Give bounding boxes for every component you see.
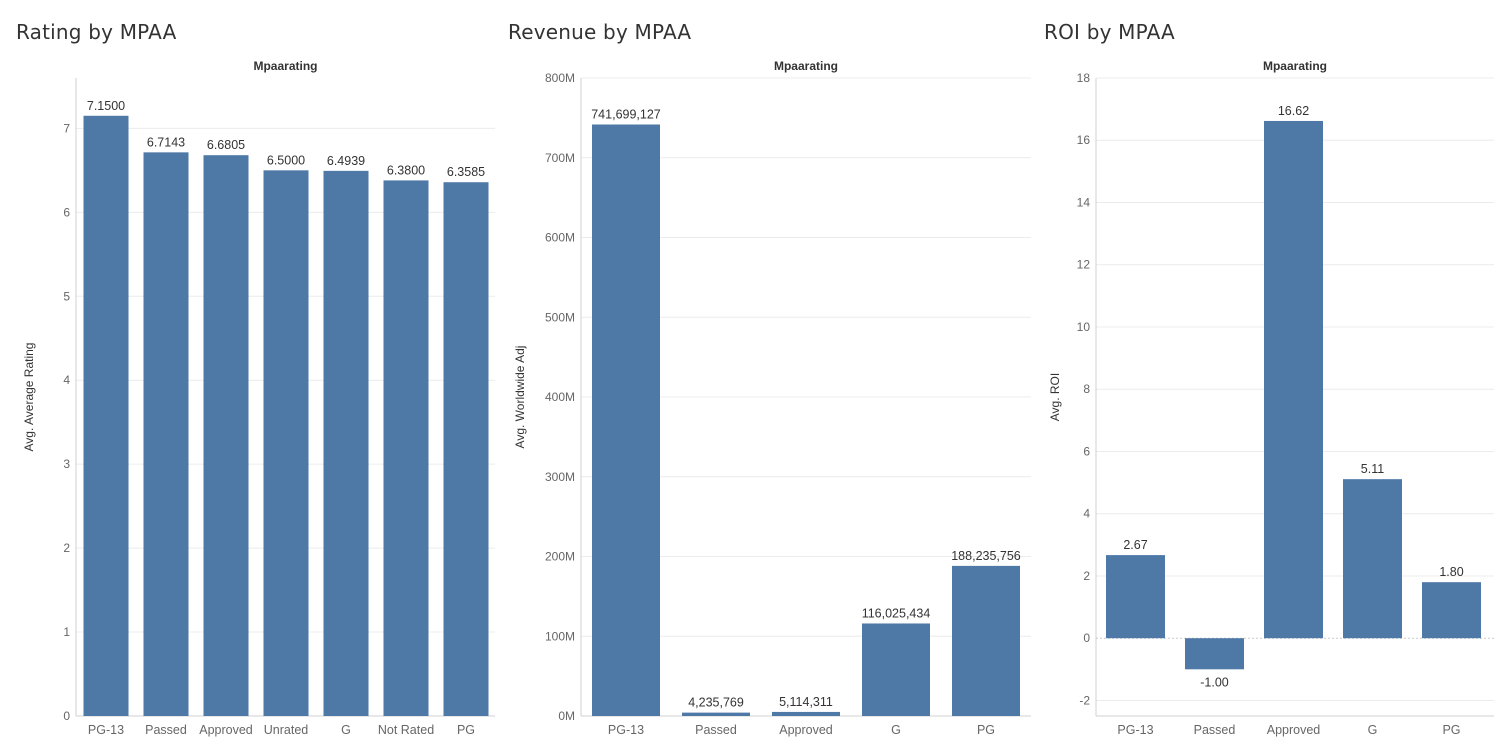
y-tick-label: 600M [545,231,575,245]
x-tick-label: G [341,723,351,737]
chart-panel-roi: ROI by MPAA Mpaarating -2 0 2 4 6 8 10 12 14 16 18 A… [1035,0,1499,749]
bar [772,711,840,716]
bar [862,623,930,716]
bar [1422,582,1481,639]
bar [952,565,1020,716]
bar [1343,479,1402,639]
data-label: 7.1500 [87,99,125,113]
bar [203,155,249,717]
x-tick-label: G [891,723,901,737]
y-tick-label: 8 [1083,382,1090,396]
y-tick-label: 200M [545,550,575,564]
x-tick-label: Not Rated [378,723,434,737]
data-label: 4,235,769 [688,696,744,710]
chart-panel-revenue: Revenue by MPAA Mpaarating 0M 100M 200M 300M… [500,0,1035,749]
x-tick-label: Approved [1267,723,1321,737]
y-tick-label: 18 [1077,71,1091,85]
chart-svg: Mpaarating 0M 100M 200M 300M 400M 500M 600M 700M… [513,59,1031,737]
y-axis-title: Avg. Worldwide Adj [513,346,527,449]
y-tick-label: 0 [1083,631,1090,645]
chart-title: ROI by MPAA [1044,20,1175,44]
bar [263,170,309,716]
y-axis-title: Avg. ROI [1048,373,1062,421]
y-tick-label: 6 [1083,444,1090,458]
chart-title: Rating by MPAA [16,20,177,44]
y-tick-label: 100M [545,629,575,643]
x-tick-label: Unrated [264,723,309,737]
data-label: 6.3800 [387,163,425,177]
chart-panel-rating: Rating by MPAA Mpaarating 0 1 2 3 4 5 6 7 Avg. Av… [0,0,500,749]
column-header: Mpaarating [774,59,838,73]
y-tick-label: 5 [63,289,70,303]
y-tick-label: 2 [63,541,70,555]
data-label: 116,025,434 [862,606,931,620]
data-label: 741,699,127 [591,107,661,121]
y-tick-label: 0M [558,709,575,723]
x-tick-label: Approved [199,723,253,737]
bar [383,180,429,717]
data-label: 188,235,756 [951,549,1021,563]
x-tick-label: PG [457,723,475,737]
x-tick-label: Approved [779,723,833,737]
bar [143,152,189,717]
y-tick-label: 700M [545,151,575,165]
x-tick-label: PG [977,723,995,737]
y-tick-label: 10 [1077,320,1091,334]
bar [1106,555,1165,639]
data-label: 6.7143 [147,135,185,149]
data-label: 2.67 [1123,538,1147,552]
chart-svg: Mpaarating -2 0 2 4 6 8 10 12 14 16 18 Avg. ROI 2.67 P… [1048,59,1494,737]
x-tick-label: PG [1442,723,1460,737]
data-label: -1.00 [1200,675,1229,689]
y-tick-label: 14 [1077,195,1091,209]
y-tick-label: 0 [63,709,70,723]
bar [323,170,369,716]
x-tick-label: G [1368,723,1378,737]
chart-svg: Mpaarating 0 1 2 3 4 5 6 7 Avg. Average Rating 7.1… [22,59,495,737]
column-header: Mpaarating [253,59,317,73]
y-tick-label: 7 [63,121,70,135]
y-tick-label: 6 [63,205,70,219]
data-label: 6.5000 [267,153,305,167]
chart-title: Revenue by MPAA [508,20,692,44]
x-tick-label: PG-13 [1117,723,1153,737]
y-tick-label: -2 [1079,693,1090,707]
x-tick-label: Passed [1194,723,1236,737]
y-tick-label: 16 [1077,133,1091,147]
column-header: Mpaarating [1263,59,1327,73]
data-label: 6.3585 [447,165,485,179]
bar [592,124,660,717]
bar [1264,120,1323,639]
data-label: 6.6805 [207,138,245,152]
data-label: 6.4939 [327,154,365,168]
bar [83,115,129,717]
y-axis-title: Avg. Average Rating [22,343,36,452]
x-tick-label: PG-13 [608,723,644,737]
bar [443,182,489,717]
data-label: 16.62 [1278,104,1309,118]
y-tick-label: 1 [63,625,70,639]
x-tick-label: PG-13 [88,723,124,737]
bar [1185,638,1244,670]
y-tick-label: 12 [1077,258,1091,272]
y-tick-label: 500M [545,310,575,324]
y-tick-label: 400M [545,390,575,404]
y-tick-label: 2 [1083,569,1090,583]
data-label: 5.11 [1361,462,1384,476]
y-tick-label: 4 [1083,507,1090,521]
data-label: 5,114,311 [779,695,833,709]
x-tick-label: Passed [695,723,737,737]
data-label: 1.80 [1439,565,1463,579]
bar [682,712,750,716]
y-tick-label: 300M [545,470,575,484]
y-tick-label: 800M [545,71,575,85]
y-tick-label: 3 [63,457,70,471]
y-tick-label: 4 [63,373,70,387]
x-tick-label: Passed [145,723,187,737]
